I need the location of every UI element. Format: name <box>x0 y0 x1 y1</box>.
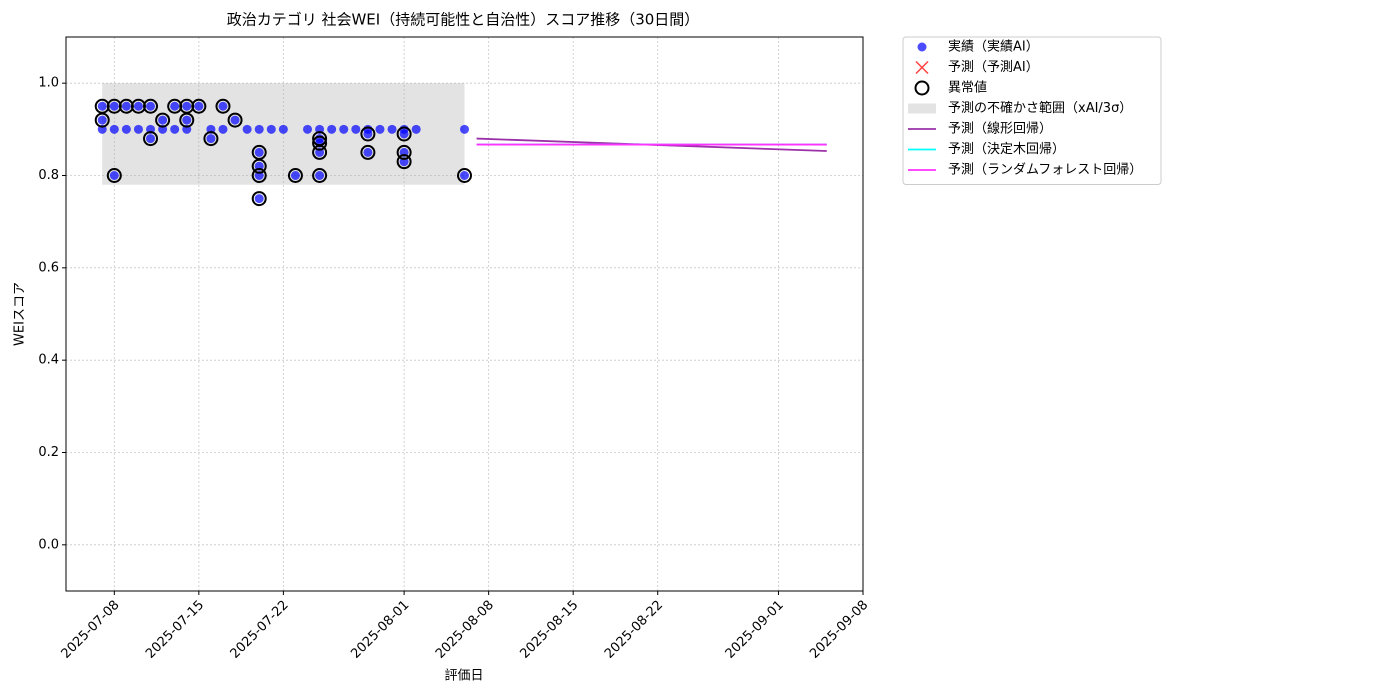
legend-marker <box>908 103 936 114</box>
y-tick-label: 0.0 <box>38 537 59 552</box>
data-point <box>254 147 264 157</box>
anomaly-point <box>143 131 159 147</box>
data-point <box>411 124 421 134</box>
data-point <box>254 194 264 204</box>
x-tick-label: 2025-08-01 <box>348 598 412 662</box>
anomaly-point <box>457 168 472 183</box>
x-tick-label: 2025-07-08 <box>59 598 123 662</box>
y-tick-label: 0.4 <box>38 353 59 368</box>
anomaly-point <box>94 112 110 128</box>
anomaly-point <box>251 158 267 174</box>
y-tick-label: 0.2 <box>38 445 59 460</box>
data-point <box>97 101 107 111</box>
data-point <box>254 124 264 134</box>
anomaly-point <box>143 98 159 114</box>
data-point <box>170 101 180 111</box>
data-point <box>182 101 192 111</box>
data-point <box>121 124 131 134</box>
anomaly-point <box>360 126 376 142</box>
data-point <box>242 124 252 134</box>
legend-label: 実績（実績AI） <box>948 39 1039 55</box>
data-point <box>460 171 469 180</box>
anomaly-point <box>106 168 122 183</box>
data-point <box>290 171 300 180</box>
data-point <box>146 134 156 144</box>
data-point <box>194 101 204 111</box>
anomaly-point <box>251 191 267 207</box>
data-point <box>109 124 119 134</box>
x-tick-label: 2025-09-08 <box>807 598 871 662</box>
data-point <box>363 147 373 157</box>
chart-title: 政治カテゴリ 社会WEI（持続可能性と自治性）スコア推移（30日間） <box>227 11 700 29</box>
x-axis-label: 評価日 <box>444 669 483 684</box>
anomaly-point <box>191 98 207 114</box>
legend-box <box>902 36 1162 185</box>
data-point <box>109 101 119 111</box>
anomaly-point <box>215 98 231 114</box>
anomaly-point <box>312 135 328 151</box>
data-point <box>315 171 325 180</box>
x-tick-label: 2025-08-08 <box>433 598 497 662</box>
data-point <box>170 124 180 134</box>
data-point <box>266 124 276 134</box>
data-point <box>133 101 143 111</box>
anomaly-point <box>312 168 328 183</box>
anomaly-point <box>203 131 219 147</box>
data-point <box>230 115 240 125</box>
legend-label: 予測（予測AI） <box>948 60 1039 75</box>
data-point <box>460 124 469 134</box>
x-tick-label: 2025-09-01 <box>723 598 787 662</box>
y-tick-label: 1.0 <box>38 76 59 91</box>
x-tick-label: 2025-07-15 <box>143 598 207 662</box>
data-point <box>327 124 337 134</box>
data-point <box>387 124 397 134</box>
data-point <box>109 171 119 180</box>
legend-marker <box>917 42 927 52</box>
data-point <box>375 124 385 134</box>
data-point <box>121 101 131 111</box>
legend-label: 予測の不確かさ範囲（xAI/3σ） <box>948 100 1132 116</box>
anomaly-point <box>287 168 303 183</box>
data-point <box>97 115 107 125</box>
legend-label: 予測（ランダムフォレスト回帰） <box>948 162 1142 178</box>
legend-label: 予測（線形回帰） <box>948 121 1052 137</box>
plot-frame <box>65 36 864 592</box>
data-point <box>218 124 228 134</box>
legend-marker <box>914 80 930 96</box>
data-point <box>133 124 143 134</box>
data-point <box>218 101 228 111</box>
anomaly-point <box>312 131 328 147</box>
data-point <box>206 134 216 144</box>
data-point <box>158 115 168 125</box>
anomaly-point <box>227 112 243 128</box>
y-axis-label: WEIスコア <box>13 282 28 346</box>
anomaly-point <box>179 112 195 128</box>
y-tick-label: 0.8 <box>38 168 59 183</box>
data-point <box>182 115 192 125</box>
data-point <box>303 124 313 134</box>
anomaly-point <box>251 168 267 183</box>
y-tick-label: 0.6 <box>38 260 59 275</box>
data-point <box>146 101 156 111</box>
anomaly-point <box>396 154 412 170</box>
legend-label: 異常値 <box>948 80 987 96</box>
data-point <box>339 124 349 134</box>
legend-label: 予測（決定木回帰） <box>948 141 1065 157</box>
data-point <box>351 124 361 134</box>
anomaly-point <box>155 112 171 128</box>
x-tick-label: 2025-08-22 <box>602 598 666 662</box>
x-tick-label: 2025-08-15 <box>517 598 581 662</box>
data-point <box>278 124 288 134</box>
anomaly-point <box>396 126 412 142</box>
legend-marker <box>915 60 929 75</box>
x-tick-label: 2025-07-22 <box>228 598 292 662</box>
anomaly-point <box>360 144 376 160</box>
anomaly-point <box>396 144 412 160</box>
